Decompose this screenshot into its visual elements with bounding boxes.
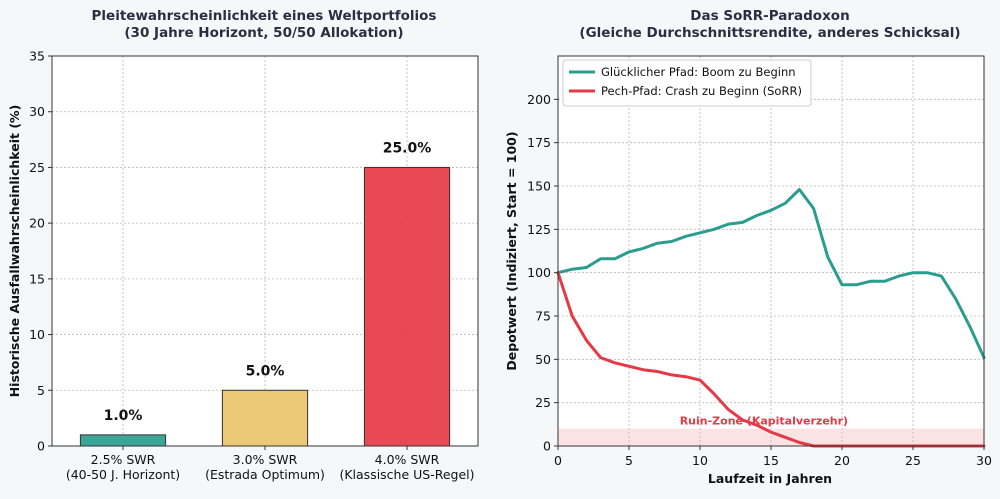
y-tick-label: 100 <box>527 265 551 280</box>
x-tick-label: 4.0% SWR <box>375 452 440 467</box>
bar-data-label: 5.0% <box>246 363 285 379</box>
y-tick-label: 0 <box>37 439 45 454</box>
y-tick-label: 175 <box>527 135 551 150</box>
legend-box <box>562 59 812 107</box>
line-chart-plot-area <box>558 56 984 446</box>
x-tick-label: (Estrada Optimum) <box>205 467 325 482</box>
y-tick-label: 5 <box>37 383 45 398</box>
line-chart-title: Das SoRR-Paradoxon <box>690 8 849 24</box>
bar-chart-ylabel: Historische Ausfallwahrscheinlichkeit (%… <box>7 105 22 398</box>
y-tick-label: 50 <box>535 352 551 367</box>
bar <box>363 166 451 447</box>
legend-label: Pech-Pfad: Crash zu Beginn (SoRR) <box>601 84 802 98</box>
y-tick-label: 25 <box>535 395 551 410</box>
bar-data-label: 25.0% <box>383 140 432 156</box>
x-tick-label: 30 <box>976 453 992 468</box>
y-tick-label: 35 <box>29 49 45 64</box>
y-tick-label: 125 <box>527 222 551 237</box>
y-tick-label: 150 <box>527 179 551 194</box>
y-tick-label: 20 <box>29 216 45 231</box>
line-chart-xlabel: Laufzeit in Jahren <box>708 471 832 486</box>
legend-label: Glücklicher Pfad: Boom zu Beginn <box>601 65 796 79</box>
x-tick-label: 2.5% SWR <box>91 452 156 467</box>
y-tick-label: 15 <box>29 271 45 286</box>
bar <box>79 434 167 447</box>
x-tick-label: 5 <box>625 453 633 468</box>
y-tick-label: 75 <box>535 309 551 324</box>
ruin-zone-label: Ruin-Zone (Kapitalverzehr) <box>680 415 848 428</box>
bar-chart: Pleitewahrscheinlichkeit eines Weltportf… <box>7 8 479 482</box>
x-tick-label: 20 <box>834 453 850 468</box>
bar <box>221 389 309 447</box>
x-tick-label: 15 <box>763 453 779 468</box>
line-chart-frame <box>557 55 985 447</box>
x-tick-label: 3.0% SWR <box>233 452 298 467</box>
line-chart-legend: Glücklicher Pfad: Boom zu Beginn Pech-Pfa… <box>562 59 812 107</box>
bar-chart-frame <box>51 55 479 447</box>
x-tick-label: 0 <box>554 453 562 468</box>
y-tick-label: 0 <box>543 439 551 454</box>
y-tick-label: 25 <box>29 160 45 175</box>
line-chart-subtitle: (Gleiche Durchschnittsrendite, anderes S… <box>579 25 960 41</box>
y-tick-label: 10 <box>29 327 45 342</box>
x-tick-label: (40-50 J. Horizont) <box>66 467 180 482</box>
y-tick-label: 30 <box>29 104 45 119</box>
x-tick-label: 25 <box>905 453 921 468</box>
bar-data-label: 1.0% <box>104 408 143 424</box>
series-line <box>556 188 986 360</box>
bar-chart-subtitle: (30 Jahre Horizont, 50/50 Allokation) <box>124 25 403 41</box>
y-tick-label: 200 <box>527 92 551 107</box>
line-chart-ylabel: Depotwert (Indiziert, Start = 100) <box>504 131 519 370</box>
x-tick-label: 10 <box>692 453 708 468</box>
line-chart: Das SoRR-Paradoxon (Gleiche Durchschnitt… <box>504 8 992 486</box>
bar-chart-title: Pleitewahrscheinlichkeit eines Weltportf… <box>92 8 437 24</box>
x-tick-label: (Klassische US-Regel) <box>339 467 474 482</box>
